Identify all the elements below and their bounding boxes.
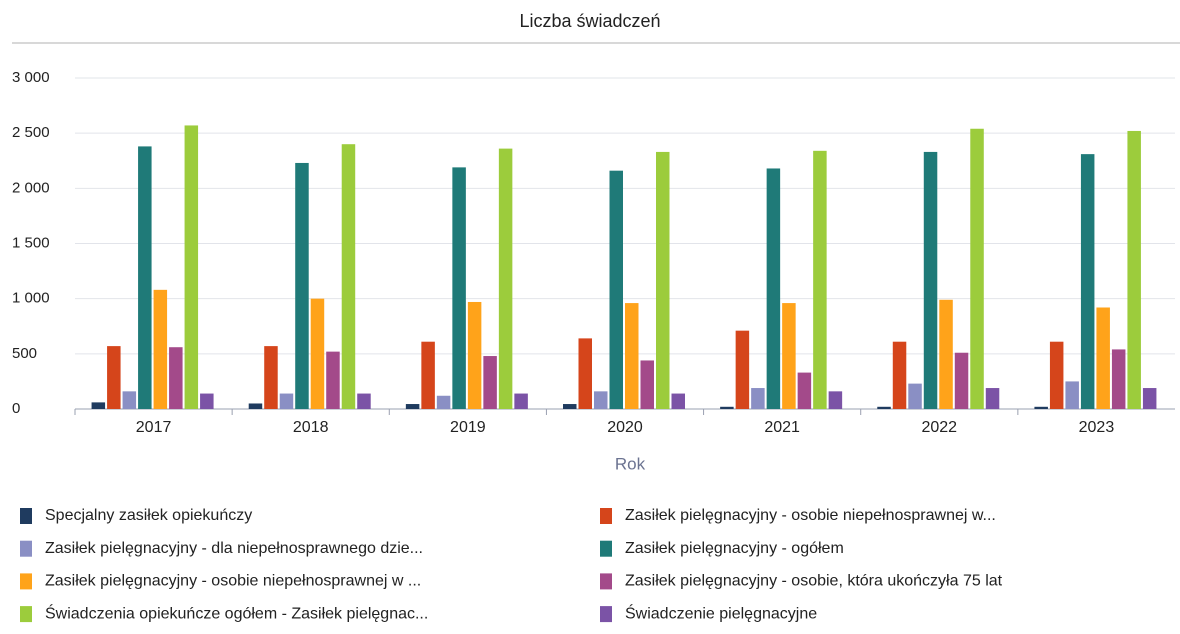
- bar: [1080, 154, 1095, 409]
- bar: [357, 393, 371, 409]
- y-tick-label: 2 500: [12, 124, 50, 141]
- bar: [483, 356, 497, 409]
- bar: [341, 144, 356, 409]
- bar: [248, 403, 263, 409]
- y-tick-label: 1 500: [12, 234, 50, 251]
- bar: [1096, 307, 1110, 409]
- y-tick-label: 1 000: [12, 290, 50, 307]
- legend-swatch: [20, 606, 32, 623]
- y-tick-label: 3 000: [12, 69, 50, 86]
- x-tick-label: 2018: [293, 419, 329, 436]
- bar: [985, 388, 1000, 409]
- bar: [1034, 406, 1048, 409]
- bar: [452, 167, 466, 409]
- x-tick-label: 2017: [136, 419, 172, 436]
- bar: [122, 391, 137, 409]
- bar: [813, 150, 827, 409]
- bar: [310, 298, 325, 409]
- legend-swatch: [20, 573, 32, 590]
- legend-label: Specjalny zasiłek opiekuńczy: [45, 507, 252, 524]
- y-tick-label: 500: [12, 345, 37, 362]
- x-tick-label: 2021: [764, 419, 800, 436]
- bar: [436, 395, 451, 409]
- bar: [671, 393, 685, 409]
- legend-label: Świadczenia opiekuńcze ogółem - Zasiłek …: [45, 603, 428, 622]
- bar: [514, 393, 528, 409]
- bar: [594, 391, 608, 409]
- bar: [609, 170, 623, 409]
- bar: [640, 360, 654, 409]
- bar: [1065, 381, 1079, 409]
- bar: [153, 289, 168, 409]
- bar: [1049, 341, 1064, 409]
- bar: [625, 303, 639, 409]
- bar: [877, 406, 891, 409]
- bar: [264, 346, 278, 409]
- bar: [828, 391, 843, 409]
- bar: [421, 341, 435, 409]
- y-tick-label: 2 000: [12, 179, 50, 196]
- bar: [279, 393, 294, 409]
- legend-label: Świadczenie pielęgnacyjne: [625, 603, 817, 622]
- bar: [200, 393, 214, 409]
- x-axis-label: Rok: [615, 454, 646, 473]
- bar: [892, 341, 907, 409]
- x-tick-label: 2019: [450, 419, 486, 436]
- legend-label: Zasiłek pielęgnacyjny - osobie, która uk…: [625, 573, 1003, 590]
- x-tick-label: 2020: [607, 419, 643, 436]
- legend-swatch: [600, 606, 612, 623]
- legend-label: Zasiłek pielęgnacyjny - osobie niepełnos…: [45, 573, 421, 590]
- bar: [1142, 388, 1157, 409]
- legend-swatch: [600, 573, 612, 590]
- bar: [91, 402, 106, 409]
- bar: [169, 347, 183, 409]
- bar: [751, 388, 765, 409]
- bar: [578, 338, 592, 409]
- bar: [326, 351, 340, 409]
- bar: [498, 148, 513, 409]
- legend-swatch: [600, 540, 612, 557]
- bar: [467, 301, 482, 409]
- y-tick-label: 0: [12, 400, 20, 417]
- bar: [184, 125, 199, 410]
- bar: [563, 404, 577, 409]
- x-tick-label: 2022: [921, 419, 957, 436]
- bar: [908, 383, 922, 409]
- legend-label: Zasiłek pielęgnacyjny - ogółem: [625, 540, 844, 557]
- bar: [782, 303, 796, 409]
- legend-swatch: [20, 540, 32, 557]
- bar: [656, 151, 670, 409]
- bar: [720, 406, 734, 409]
- x-tick-label: 2023: [1079, 419, 1115, 436]
- legend-swatch: [600, 508, 612, 524]
- bar: [735, 330, 750, 409]
- bar: [138, 146, 152, 409]
- bar: [295, 162, 309, 409]
- bar: [1127, 130, 1141, 409]
- bar: [766, 168, 781, 409]
- bar: [939, 299, 953, 409]
- legend-label: Zasiłek pielęgnacyjny - osobie niepełnos…: [625, 507, 996, 524]
- bar: [405, 404, 420, 409]
- chart-title: Liczba świadczeń: [519, 11, 660, 31]
- bar: [1111, 349, 1126, 409]
- bar: [923, 151, 938, 409]
- bar: [954, 352, 969, 409]
- bar: [107, 346, 121, 409]
- bar: [970, 128, 984, 409]
- legend-swatch: [20, 508, 32, 524]
- bar: [797, 372, 812, 409]
- legend-label: Zasiłek pielęgnacyjny - dla niepełnospra…: [45, 540, 423, 557]
